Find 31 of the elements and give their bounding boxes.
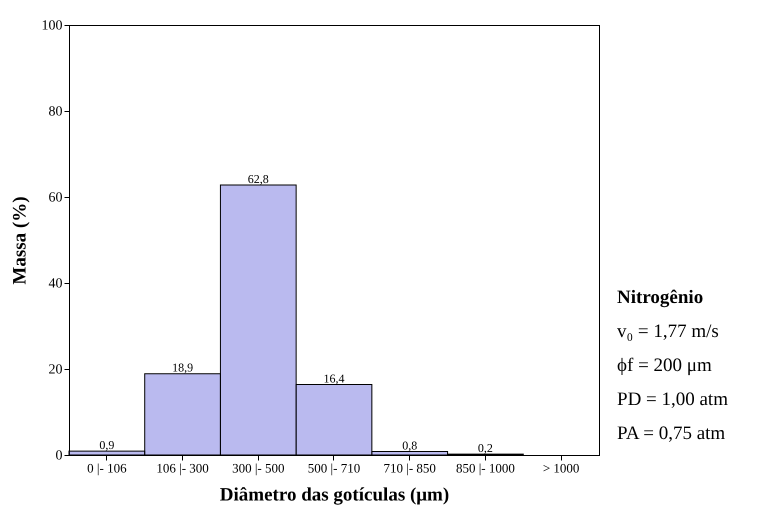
bar (144, 373, 221, 456)
x-axis-title: Diâmetro das gotículas (μm) (220, 484, 450, 506)
bar (68, 450, 146, 456)
y-tick-label: 60 (48, 190, 62, 206)
data-label: 0,8 (402, 438, 418, 453)
x-tick-label: 500 |- 710 (308, 460, 360, 476)
bar (371, 451, 448, 456)
x-tick-label: 106 |- 300 (156, 460, 209, 476)
y-tick-label: 100 (42, 18, 62, 34)
x-tick-label: 710 |- 850 (383, 460, 436, 476)
data-label: 62,8 (248, 172, 269, 186)
text: PA = 0,75 atm (617, 423, 726, 444)
x-tick-label: > 1000 (542, 460, 580, 476)
x-tick-label: 850 |- 1000 (456, 460, 515, 476)
data-label: 0,2 (478, 441, 493, 456)
text: v₀ = 1,77 m/s (617, 321, 719, 342)
text: PD = 1,00 atm (617, 389, 728, 410)
y-tick-label: 40 (48, 276, 62, 292)
data-label: 18,9 (172, 360, 194, 375)
text: ϕf = 200 μm (617, 355, 712, 376)
y-tick-label: 80 (48, 104, 62, 120)
x-tick-label: 300 |- 500 (232, 460, 285, 476)
y-axis-title: Massa (%) (10, 196, 30, 285)
bar (296, 384, 372, 456)
y-tick-label: 20 (48, 362, 62, 378)
y-tick-label: 0 (56, 448, 62, 464)
text: Nitrogênio (617, 287, 704, 308)
data-label: 0,9 (99, 438, 114, 452)
bar (220, 184, 297, 456)
x-tick-label: 0 |- 106 (87, 460, 128, 476)
data-label: 16,4 (324, 371, 344, 386)
